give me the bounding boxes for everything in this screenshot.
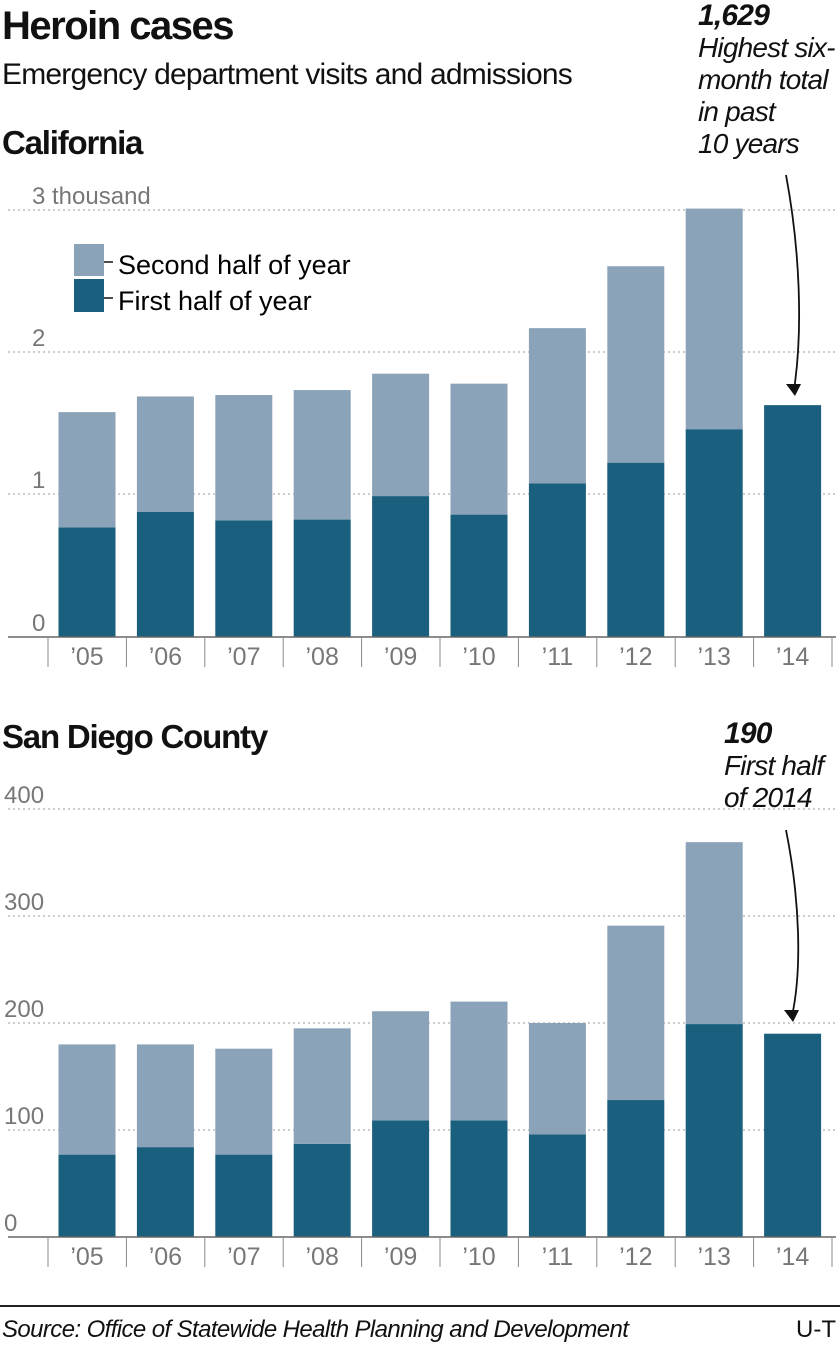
california-bar-first-half xyxy=(136,511,194,637)
source-note: Source: Office of Statewide Health Plann… xyxy=(2,1316,629,1343)
legend-swatch-first-half xyxy=(74,279,104,312)
california-bar-second-half xyxy=(293,390,351,520)
california-bar-first-half xyxy=(607,462,665,637)
california-bar-second-half xyxy=(450,383,508,515)
san-diego-y-tick-label: 200 xyxy=(4,996,44,1023)
california-x-tick-label: ’09 xyxy=(384,643,417,671)
san-diego-bar-first-half xyxy=(764,1033,822,1237)
california-callout-line-2: month total xyxy=(698,64,829,95)
california-y-tick-label: 2 xyxy=(32,325,45,352)
california-x-tick-label: ’07 xyxy=(227,643,260,671)
legend-label-second-half: Second half of year xyxy=(118,250,351,280)
california-bar-first-half xyxy=(450,514,508,637)
california-y-tick-label: 1 xyxy=(32,467,45,494)
san-diego-bar-first-half xyxy=(136,1147,194,1237)
san-diego-x-tick-label: ’11 xyxy=(542,1243,574,1271)
san-diego-y-tick-label: 400 xyxy=(4,782,44,809)
san-diego-x-tick-label: ’08 xyxy=(306,1243,339,1271)
san-diego-y-tick-label: 100 xyxy=(4,1103,44,1130)
san-diego-x-tick-label: ’13 xyxy=(698,1243,731,1271)
california-y-tick-label: 3 thousand xyxy=(32,183,151,210)
san-diego-x-tick-label: ’12 xyxy=(619,1243,652,1271)
california-x-tick-label: ’06 xyxy=(149,643,182,671)
san-diego-bar-first-half xyxy=(528,1134,586,1237)
california-callout-line-1: Highest six- xyxy=(698,32,835,63)
san-diego-x-tick-label: ’06 xyxy=(149,1243,182,1271)
san-diego-callout-line-1: First half xyxy=(724,750,824,781)
san-diego-bar-second-half xyxy=(293,1028,351,1144)
california-bar-first-half xyxy=(764,405,822,637)
san-diego-bar-second-half xyxy=(528,1023,586,1135)
source-divider xyxy=(0,1305,840,1307)
california-bar-second-half xyxy=(528,328,586,484)
san-diego-callout-arrow xyxy=(785,829,800,1017)
san-diego-title: San Diego County xyxy=(2,718,268,755)
san-diego-bar-first-half xyxy=(215,1154,273,1237)
credit: U-T xyxy=(796,1316,836,1343)
california-callout-line-3: in past xyxy=(698,96,776,127)
san-diego-callout-line-2: of 2014 xyxy=(724,782,813,813)
san-diego-x-tick-label: ’07 xyxy=(227,1243,260,1271)
california-callout-line-4: 10 years xyxy=(698,128,800,159)
page-subtitle: Emergency department visits and admissio… xyxy=(2,58,573,91)
san-diego-bar-first-half xyxy=(607,1100,665,1237)
california-bar-second-half xyxy=(685,208,743,430)
california-arrowhead xyxy=(786,384,801,396)
california-bar-second-half xyxy=(58,412,116,528)
san-diego-y-tick-label: 0 xyxy=(4,1210,17,1237)
california-x-tick-label: ’05 xyxy=(70,643,103,671)
california-bar-first-half xyxy=(215,520,273,637)
california-bar-second-half xyxy=(372,373,430,497)
california-x-tick-label: ’13 xyxy=(698,643,731,671)
san-diego-bar-first-half xyxy=(293,1143,351,1237)
california-x-tick-label: ’10 xyxy=(462,643,495,671)
legend-swatch-second-half xyxy=(74,244,104,276)
california-x-tick-label: ’11 xyxy=(542,643,574,671)
legend-label-first-half: First half of year xyxy=(118,286,312,316)
california-x-tick-label: ’14 xyxy=(776,643,809,671)
california-bar-first-half xyxy=(372,496,430,637)
san-diego-bar-first-half xyxy=(450,1120,508,1237)
san-diego-bar-second-half xyxy=(450,1001,508,1121)
san-diego-bar-second-half xyxy=(136,1044,194,1148)
california-y-tick-label: 0 xyxy=(32,610,45,637)
california-bar-second-half xyxy=(215,395,273,521)
california-bar-second-half xyxy=(136,396,194,512)
california-callout: 1,629 Highest six- month total in past 1… xyxy=(698,0,835,160)
san-diego-bar-second-half xyxy=(215,1048,273,1155)
san-diego-chart: 0 100 200 300 400 ’05 ’06 ’07 ’08 ’09 ’10 ’11 ’12 ’13… xyxy=(4,782,836,1271)
san-diego-bar-first-half xyxy=(685,1024,743,1237)
california-x-tick-label: ’08 xyxy=(306,643,339,671)
california-title: California xyxy=(2,124,143,161)
san-diego-bar-first-half xyxy=(58,1154,116,1237)
san-diego-arrowhead xyxy=(784,1010,799,1022)
san-diego-x-tick-label: ’05 xyxy=(70,1243,103,1271)
san-diego-bar-second-half xyxy=(372,1011,430,1121)
san-diego-callout: 190 First half of 2014 xyxy=(724,717,824,814)
san-diego-x-tick-label: ’09 xyxy=(384,1243,417,1271)
san-diego-y-tick-label: 300 xyxy=(4,889,44,916)
san-diego-bar-first-half xyxy=(372,1120,430,1237)
california-callout-value: 1,629 xyxy=(698,0,770,32)
california-bar-first-half xyxy=(528,483,586,637)
california-callout-arrow xyxy=(785,174,801,391)
california-bar-second-half xyxy=(607,266,665,463)
california-bar-first-half xyxy=(685,429,743,637)
san-diego-bar-second-half xyxy=(685,842,743,1025)
california-chart: 0 1 2 3 thousand ’05 ’06 ’07 ’08 ’09 ’10 ’11 ’12 ’13… xyxy=(8,183,836,671)
california-x-tick-label: ’12 xyxy=(619,643,652,671)
san-diego-x-tick-label: ’14 xyxy=(776,1243,809,1271)
page-title: Heroin cases xyxy=(2,4,235,48)
san-diego-bar-second-half xyxy=(607,925,665,1101)
san-diego-callout-value: 190 xyxy=(724,717,772,750)
california-bar-first-half xyxy=(58,527,116,637)
california-bar-first-half xyxy=(293,519,351,637)
san-diego-x-tick-label: ’10 xyxy=(462,1243,495,1271)
san-diego-bar-second-half xyxy=(58,1044,116,1155)
